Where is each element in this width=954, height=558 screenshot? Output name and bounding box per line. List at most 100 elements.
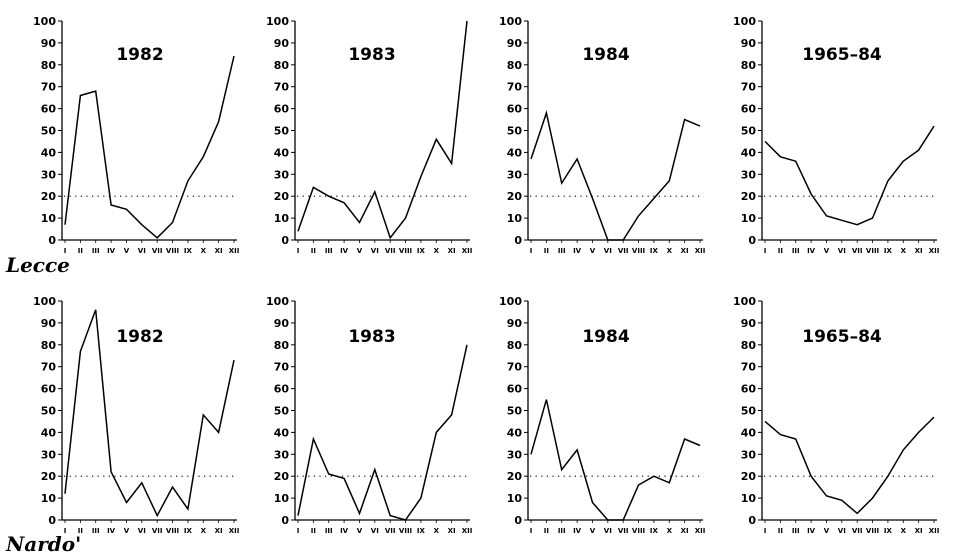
panel-2-1-y-tick-label: 90 <box>41 317 57 330</box>
panel-1-3-point <box>591 197 593 199</box>
panel-2-3-x-tick-label: X <box>667 527 673 535</box>
panel-2-4-x-tick-label: VII <box>852 527 863 535</box>
panel-1-1-point <box>202 156 204 158</box>
panel-2-4-point <box>810 475 812 477</box>
panel-1-3-x-tick-label: VI <box>604 247 612 255</box>
panel-1-2-point <box>450 162 452 164</box>
panel-2-1-x-tick-label: VIII <box>166 527 179 535</box>
panel-1-4-point <box>841 219 843 221</box>
panel-1-2-y-tick-label: 20 <box>274 190 290 203</box>
panel-1-4-x-tick-label: I <box>764 247 767 255</box>
panel-2-4-point <box>917 431 919 433</box>
panel-2-2-x-tick-label: VII <box>385 527 396 535</box>
panel-1-2-point <box>328 195 330 197</box>
panel-1-3-y-tick-label: 90 <box>507 37 523 50</box>
panel-1-2-series-line <box>297 20 468 240</box>
panel-1-3-x-tick-label: III <box>558 247 566 255</box>
panel-2-3-x-tick-label: VI <box>604 527 612 535</box>
panel-2-1-y-tick-label: 100 <box>33 295 56 308</box>
panel-1-1-x-tick-label: VI <box>138 247 146 255</box>
panel-2-4-point <box>902 449 904 451</box>
panel-1-1-x-tick-label: II <box>78 247 83 255</box>
panel-2-2-x-tick-label: III <box>325 527 333 535</box>
panel-1-4-point <box>810 193 812 195</box>
panel-2-1-y-tick-label: 80 <box>41 339 57 352</box>
panel-1-3-point <box>683 118 685 120</box>
panel-1-1-y-tick-label: 40 <box>41 146 57 159</box>
panel-2-4-point <box>764 420 766 422</box>
panel-1-2-y-tick-label: 70 <box>274 81 290 94</box>
panel-1-4-y-tick-label: 100 <box>733 15 756 28</box>
panel-2-3-point <box>653 475 655 477</box>
panel-2-1-x-tick-label: II <box>78 527 83 535</box>
panel-2-2-y-tick-label: 90 <box>274 317 290 330</box>
panel-1-2-title: 1983 <box>348 45 395 65</box>
panel-1-3-point <box>653 197 655 199</box>
panel-1-4-x-tick-label: II <box>778 247 783 255</box>
panel-2-1-point <box>110 471 112 473</box>
panel-2-3-point <box>683 438 685 440</box>
panel-1-3-point <box>622 239 624 241</box>
panel-2-2-x-tick-label: XII <box>462 527 473 535</box>
panel-1-4-point <box>795 160 797 162</box>
panel-1-2-y-tick-label: 40 <box>274 146 290 159</box>
panel-2-3-point <box>622 519 624 521</box>
panel-1-1-x-tick-label: XII <box>229 247 240 255</box>
panel-2-3-y-tick-label: 80 <box>507 339 523 352</box>
panel-2-3-point <box>668 482 670 484</box>
panel-1-2-x-tick-label: VI <box>371 247 379 255</box>
panel-1-3-y-tick-label: 20 <box>507 190 523 203</box>
panel-1-1-point <box>187 180 189 182</box>
panel-2-3-x-tick-label: V <box>590 527 596 535</box>
panel-2-4-y-tick-label: 60 <box>741 383 757 396</box>
panel-2-4-y-tick-label: 100 <box>733 295 756 308</box>
panel-2-1-y-tick-label: 20 <box>41 470 57 483</box>
panel-1-3-y-tick-label: 10 <box>507 212 523 225</box>
panel-1-1-series-line <box>64 55 235 239</box>
panel-2-2-y-tick-label: 80 <box>274 339 290 352</box>
panel-2-3-y-tick-label: 20 <box>507 470 523 483</box>
panel-1-3-y-tick-label: 0 <box>514 234 522 247</box>
panel-1-1-point <box>171 221 173 223</box>
panel-2-2-x-tick-label: IV <box>340 527 349 535</box>
panel-1-3-y-tick-label: 30 <box>507 168 523 181</box>
panel-2-1-point <box>171 486 173 488</box>
panel-2-4-point <box>795 438 797 440</box>
panel-2-3-y-tick-label: 100 <box>499 295 522 308</box>
panel-1-1-point <box>125 208 127 210</box>
panel-1-2-x-tick-label: VII <box>385 247 396 255</box>
panel-1-4-y-tick-label: 30 <box>741 168 757 181</box>
panel-1-3-point <box>576 158 578 160</box>
panel-2-2-x-tick-label: VI <box>371 527 379 535</box>
panel-2-2-x-tick-label: VIII <box>399 527 412 535</box>
panel-1-3-point <box>699 125 701 127</box>
panel-2-2-point <box>343 477 345 479</box>
panel-2-4-x-tick-label: VIII <box>866 527 879 535</box>
panel-2-2-y-tick-label: 0 <box>281 514 289 527</box>
panel-1-2-y-tick-label: 0 <box>281 234 289 247</box>
panel-1-4-y-tick-label: 20 <box>741 190 757 203</box>
panel-1-2-x-tick-label: II <box>311 247 316 255</box>
panel-1-1-x-tick-label: IX <box>184 247 193 255</box>
panel-2-2-x-tick-label: V <box>357 527 363 535</box>
panel-1-4-x-tick-label: VII <box>852 247 863 255</box>
panel-1-4-y-tick-label: 90 <box>741 37 757 50</box>
panel-1-2-x-tick-label: XI <box>448 247 456 255</box>
station-label-nardo: Nardo' <box>6 532 82 556</box>
panel-2-2-point <box>328 473 330 475</box>
panel-2-1-y-tick-label: 10 <box>41 492 57 505</box>
panel-2-2-y-tick-label: 10 <box>274 492 290 505</box>
panel-1-2-point <box>420 175 422 177</box>
panel-1-2-y-tick-label: 50 <box>274 125 290 138</box>
panel-1-4-x-tick-label: VIII <box>866 247 879 255</box>
panel-2-4-x-tick-label: XII <box>929 527 940 535</box>
panel-2-4-y-tick-label: 90 <box>741 317 757 330</box>
panel-1-1-y-tick-label: 100 <box>33 15 56 28</box>
panel-1-1-y-tick-label: 0 <box>48 234 56 247</box>
panel-1-3-x-tick-label: II <box>544 247 549 255</box>
panel-1-3-y-tick-label: 70 <box>507 81 523 94</box>
panel-1-4-x-tick-label: XI <box>915 247 923 255</box>
panel-1-3-point <box>668 180 670 182</box>
panel-1-1-x-tick-label: X <box>201 247 207 255</box>
